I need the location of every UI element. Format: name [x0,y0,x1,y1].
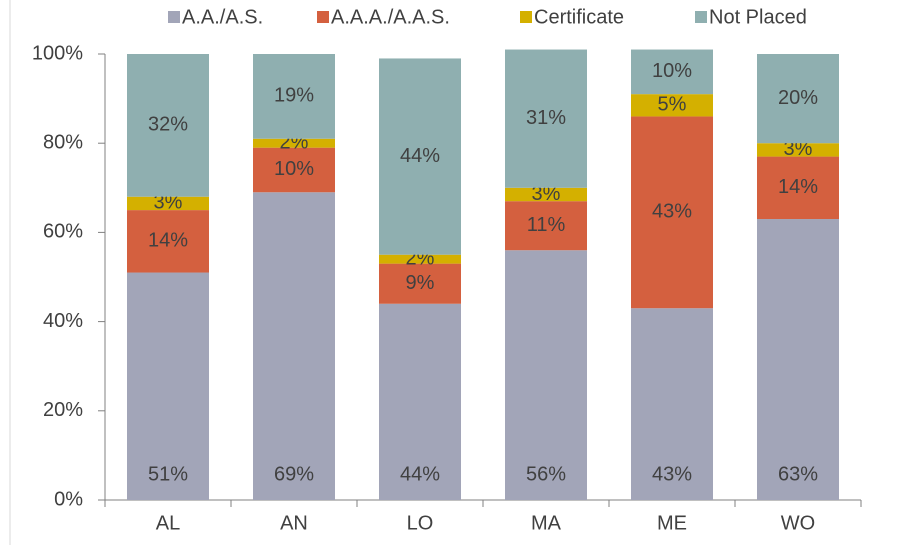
x-tick-label: AL [156,512,180,534]
data-label: 56% [526,463,566,485]
bar-segment [379,58,461,255]
x-tick-label: ME [657,512,687,534]
y-tick-label: 0% [54,488,83,510]
bar-segment [127,54,209,197]
bar-segment [631,308,713,500]
y-tick-label: 40% [43,310,83,332]
bar-segment [757,219,839,500]
data-label: 20% [778,87,818,109]
legend-swatch [317,11,329,23]
legend-label: Not Placed [709,6,807,28]
bar-segment [631,49,713,95]
legend-label: Certificate [534,6,624,28]
x-tick-label: WO [781,512,815,534]
legend-swatch [695,11,707,23]
bar-segment [379,303,461,500]
data-label: 10% [652,60,692,82]
data-label: 14% [778,176,818,198]
bar-segment [757,54,839,144]
bar-segment [379,254,461,264]
y-tick-label: 100% [32,42,83,64]
bar-segment [127,210,209,273]
data-label: 51% [148,463,188,485]
bar-segment [253,54,335,139]
data-label: 32% [148,114,188,136]
bar-segment [253,138,335,148]
legend-swatch [520,11,532,23]
bar-segment [505,187,587,202]
data-label: 5% [658,94,687,116]
legend-label: A.A.A./A.A.S. [331,6,450,28]
data-label: 3% [784,138,813,160]
bar-segment [631,116,713,309]
bar-segment [127,272,209,500]
data-label: 14% [148,230,188,252]
bar-segment [379,263,461,304]
data-label: 44% [400,145,440,167]
data-label: 31% [526,107,566,129]
bar-segment [505,250,587,500]
x-tick-label: AN [280,512,308,534]
x-tick-label: MA [531,512,562,534]
data-label: 3% [154,192,183,214]
data-label: 43% [652,201,692,223]
data-label: 10% [274,158,314,180]
x-tick-label: LO [407,512,434,534]
data-label: 43% [652,463,692,485]
bar-segment [757,156,839,220]
y-tick-label: 20% [43,399,83,421]
data-label: 44% [400,463,440,485]
data-label: 11% [527,214,566,236]
data-label: 19% [274,85,314,107]
bar-segment [505,201,587,251]
bar-segment [253,192,335,500]
bar-segment [253,147,335,193]
bar-segment [631,94,713,117]
data-label: 69% [274,463,314,485]
legend-label: A.A./A.S. [182,6,263,28]
legend-swatch [168,11,180,23]
bar-segment [127,196,209,211]
y-tick-label: 80% [43,131,83,153]
data-label: 3% [532,183,561,205]
data-label: 9% [406,272,435,294]
bar-segment [505,49,587,188]
y-tick-label: 60% [43,221,83,243]
data-label: 63% [778,463,818,485]
bar-segment [757,143,839,157]
